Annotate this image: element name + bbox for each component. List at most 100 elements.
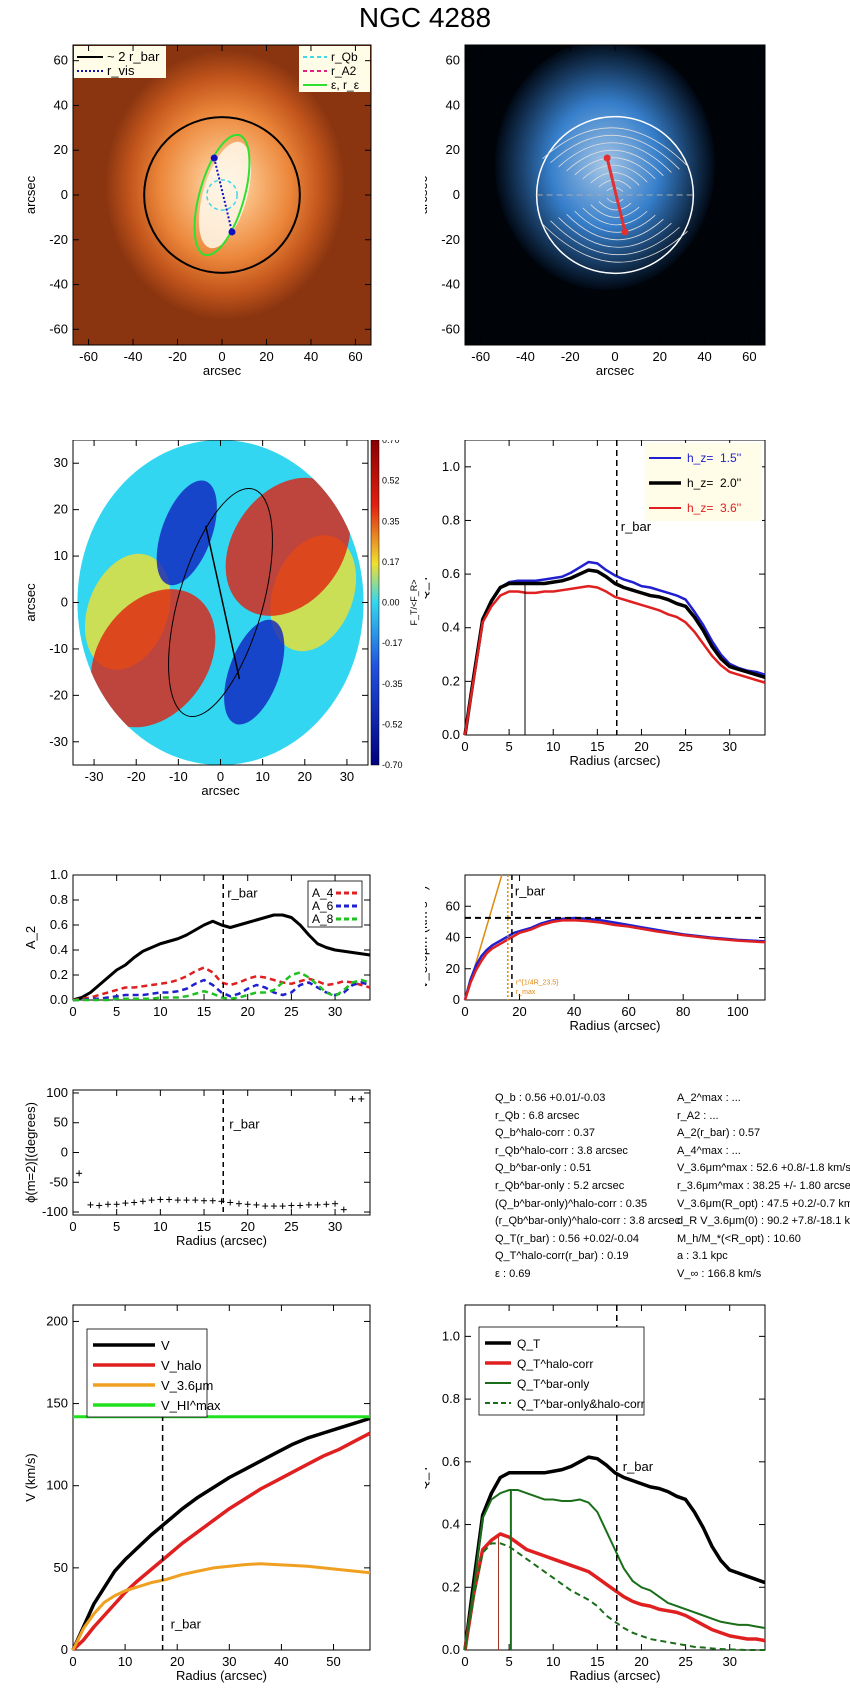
x-tick-label: 5 xyxy=(506,739,513,754)
colorbar-tick-label: 0.17 xyxy=(382,557,400,567)
a-series-line xyxy=(72,966,371,1002)
y-tick-label: 0.8 xyxy=(442,1391,460,1406)
x-tick-label: 30 xyxy=(222,1654,236,1669)
phase-point xyxy=(87,1201,94,1208)
y-tick-label: 0 xyxy=(61,1642,68,1657)
parameter-row: Q_b^halo-corr : 0.37 xyxy=(495,1127,595,1140)
bar-end-marker xyxy=(603,154,611,162)
x-axis-label: Radius (arcsec) xyxy=(176,1233,267,1248)
y-tick-label: 0.4 xyxy=(50,942,68,957)
phase-point xyxy=(148,1197,155,1204)
force-contour xyxy=(550,220,680,256)
x-tick-label: 40 xyxy=(567,1004,581,1019)
x-tick-label: 40 xyxy=(274,1654,288,1669)
x-tick-label: 0 xyxy=(217,769,224,784)
y-tick-label: 0.0 xyxy=(50,992,68,1007)
x-tick-label: 100 xyxy=(727,1004,749,1019)
legend-label: r_A2 xyxy=(331,64,357,78)
parameter-row: r_Qb^halo-corr : 3.8 arcsec xyxy=(495,1144,628,1157)
legend-left-box xyxy=(74,46,166,78)
x-tick-label: 20 xyxy=(298,769,312,784)
x-axis-label: Radius (arcsec) xyxy=(569,753,660,768)
x-tick-label: 5 xyxy=(113,1219,120,1234)
x-tick-label: -20 xyxy=(168,349,187,364)
qt-series-line xyxy=(463,568,766,736)
x-tick-label: 10 xyxy=(153,1219,167,1234)
colorbar-tick-label: -0.70 xyxy=(382,760,403,770)
colorbar-tick-label: -0.52 xyxy=(382,719,403,729)
rbar-label: r_bar xyxy=(229,1117,260,1132)
a-series-line xyxy=(72,913,371,1002)
x-tick-label: -20 xyxy=(561,349,580,364)
legend-label: V_3.6μm xyxy=(161,1378,213,1393)
legend-label: h_z= xyxy=(687,476,713,490)
x-tick-label: 30 xyxy=(340,769,354,784)
x-tick-label: 40 xyxy=(697,349,711,364)
phase-point xyxy=(104,1201,111,1208)
x-axis-label: arcsec xyxy=(596,363,635,378)
colorbar-label: F_T/<F_R> xyxy=(409,579,419,625)
x-tick-label: 50 xyxy=(326,1654,340,1669)
force-contour xyxy=(598,179,632,189)
phase-point xyxy=(183,1197,190,1204)
x-tick-label: 5 xyxy=(113,1004,120,1019)
y-tick-label: 30 xyxy=(54,455,68,470)
legend-label: Q_T^bar-only&halo-corr xyxy=(517,1397,645,1411)
annotation: r_max xyxy=(516,989,536,996)
x-tick-label: 0 xyxy=(69,1219,76,1234)
y-tick-label: 20 xyxy=(446,142,460,157)
rbar-label: r_bar xyxy=(623,1459,654,1474)
epsilon-ellipse xyxy=(168,487,273,718)
qt2-series-line xyxy=(464,1542,765,1651)
y-tick-label: 0.4 xyxy=(442,1517,460,1532)
x-tick-label: -60 xyxy=(471,349,490,364)
phase-point xyxy=(166,1196,173,1203)
epsilon-ellipse xyxy=(193,133,251,257)
x-tick-label: 30 xyxy=(328,1219,342,1234)
legend-label: Q_T^halo-corr xyxy=(517,1357,593,1371)
parameter-row: A_4^max : ... xyxy=(677,1144,741,1157)
legend-label-2rbar: ~ 2 r_bar xyxy=(107,49,160,64)
legend-label: r_Qb xyxy=(331,50,358,64)
phase-point xyxy=(270,1203,277,1210)
parameter-row: A_2(r_bar) : 0.57 xyxy=(677,1127,761,1140)
x-tick-label: 10 xyxy=(153,1004,167,1019)
colorbar-tick-label: 0.00 xyxy=(382,598,400,608)
y-tick-label: 0.6 xyxy=(442,1454,460,1469)
plot-frame xyxy=(72,1089,371,1216)
colorbar-tick-label: -0.17 xyxy=(382,638,403,648)
velocity-series-line xyxy=(71,1431,371,1652)
x-tick-label: 10 xyxy=(255,769,269,784)
parameter-row: ε : 0.69 xyxy=(495,1267,531,1280)
parameter-row: r_Qb : 6.8 arcsec xyxy=(495,1109,580,1122)
y-tick-label: 0.8 xyxy=(442,512,460,527)
y-axis-label: V (km/s) xyxy=(23,1453,38,1501)
x-tick-label: 10 xyxy=(546,1654,560,1669)
x-tick-label: 20 xyxy=(170,1654,184,1669)
force-contour xyxy=(558,217,672,248)
v36-series-line xyxy=(463,916,766,1001)
phase-point xyxy=(122,1200,129,1207)
legend-label: h_z= xyxy=(687,501,713,515)
y-tick-label: 0 xyxy=(453,992,460,1007)
force-contour xyxy=(582,207,648,226)
y-axis-label: Q_T xyxy=(425,1465,430,1490)
phase-point xyxy=(340,1206,347,1213)
y-tick-label: 40 xyxy=(54,97,68,112)
phase-point xyxy=(349,1095,356,1102)
velocity-series-line xyxy=(71,1562,371,1651)
phase-point xyxy=(305,1201,312,1208)
galaxy-light xyxy=(495,45,715,290)
x-tick-label: 30 xyxy=(328,1004,342,1019)
x-tick-label: 15 xyxy=(590,1654,604,1669)
y-tick-label: -50 xyxy=(49,1174,68,1189)
x-tick-label: 20 xyxy=(634,739,648,754)
x-tick-label: 60 xyxy=(621,1004,635,1019)
qt2-series-line xyxy=(464,1489,766,1651)
x-tick-label: 25 xyxy=(678,1654,692,1669)
bar-light xyxy=(198,141,252,249)
y-tick-label: 0.0 xyxy=(442,1642,460,1657)
x-tick-label: -40 xyxy=(124,349,143,364)
qt2-series-line xyxy=(463,1532,766,1651)
